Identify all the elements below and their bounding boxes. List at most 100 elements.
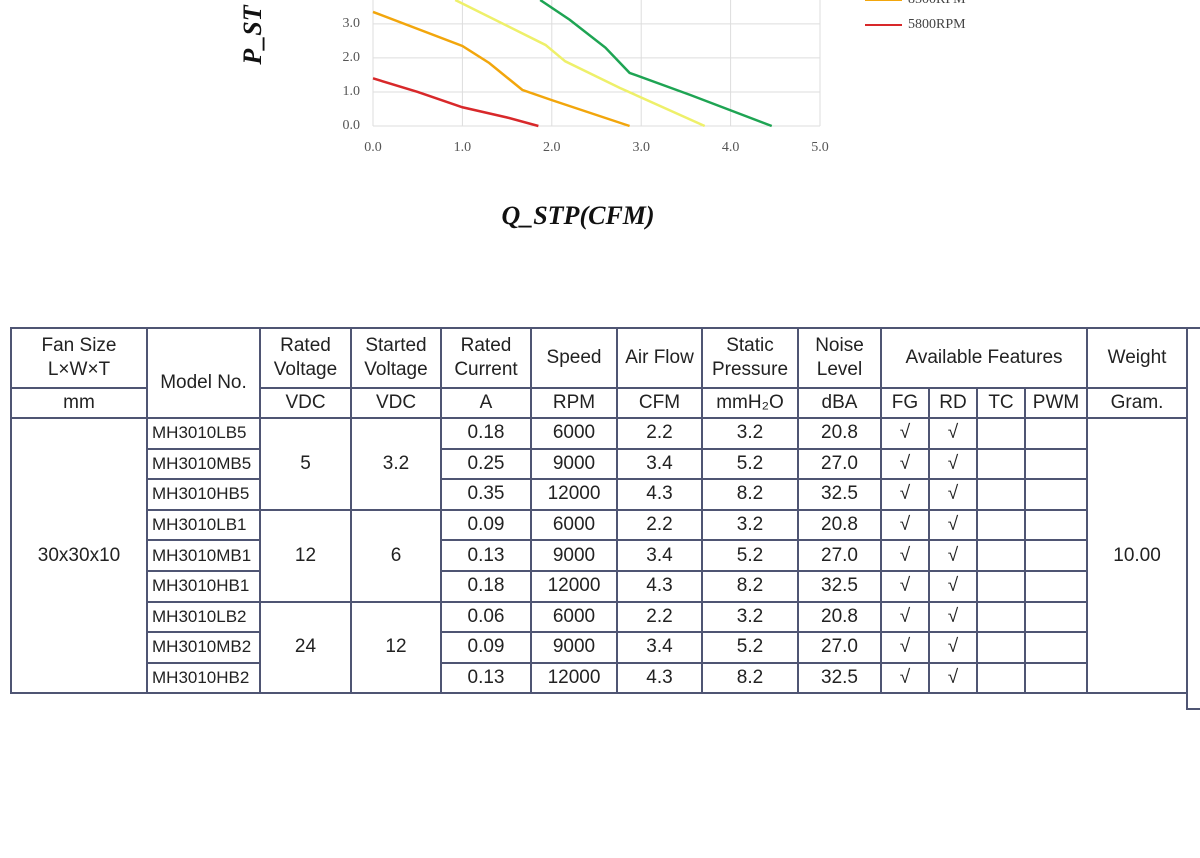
table-cell: √ — [880, 478, 930, 511]
cut-column — [1186, 327, 1200, 710]
legend-label: 8500RPM — [908, 0, 966, 7]
x-tick-label: 5.0 — [811, 140, 829, 155]
table-cell: 0.09 — [440, 508, 532, 542]
unit-cell: RPM — [530, 387, 618, 419]
table-cell — [976, 539, 1026, 572]
table-cell: 0.18 — [440, 417, 532, 450]
table-row: 30x30x10 MH3010LB5 5 3.2 0.18 6000 2.2 3.2 20.8 √… — [10, 416, 1189, 695]
table-cell — [1023, 600, 1089, 634]
table-cell: √ — [928, 508, 978, 542]
header-cell: Speed — [530, 327, 618, 389]
table-cell: 6 — [350, 508, 442, 603]
table-cell: √ — [928, 661, 978, 695]
table-cell: 0.09 — [440, 631, 532, 664]
table-cell: 30x30x10 — [10, 416, 148, 695]
table-cell — [1023, 539, 1089, 572]
x-axis-label: Q_STP(CFM) — [501, 201, 654, 230]
table-cell: MH3010LB1 — [146, 508, 261, 542]
table-row: Fan Size L×W×T Model No. Rated Voltage Star… — [10, 327, 1189, 419]
table-cell: 27.0 — [797, 447, 882, 481]
table-cell: 6000 — [530, 600, 618, 634]
table-cell: √ — [928, 569, 978, 603]
table-cell: 12 — [350, 600, 442, 695]
table-cell: 5.2 — [701, 631, 799, 664]
table-cell — [976, 661, 1026, 695]
table-cell: MH3010LB5 — [146, 417, 261, 450]
table-cell: MH3010LB2 — [146, 600, 261, 634]
table-cell: √ — [928, 478, 978, 511]
header-cell: Noise Level — [797, 327, 882, 389]
table-cell: MH3010MB1 — [146, 539, 261, 572]
table-cell: MH3010MB2 — [146, 631, 261, 664]
header-cell: Static Pressure — [701, 327, 799, 389]
table-cell: 32.5 — [797, 661, 882, 695]
table-cell: 20.8 — [797, 600, 882, 634]
table-cell: 27.0 — [797, 631, 882, 664]
table-cell: 9000 — [530, 447, 618, 481]
table-cell: 32.5 — [797, 569, 882, 603]
table-cell: 2.2 — [616, 508, 703, 542]
spec-table: Fan Size L×W×T Model No. Rated Voltage Star… — [10, 327, 1189, 695]
series-line — [372, 10, 630, 128]
table-cell: 12000 — [530, 478, 618, 511]
table-cell — [976, 417, 1026, 450]
unit-cell: mm — [10, 387, 148, 419]
table-cell: 3.2 — [350, 417, 442, 511]
table-row: MH3010MB5 0.25 9000 3.4 5.2 27.0 √ √ — [11, 447, 1187, 481]
table-cell — [976, 478, 1026, 511]
x-tick-label: 0.0 — [364, 140, 382, 155]
x-tick-label: 1.0 — [454, 140, 472, 155]
table-cell — [1023, 569, 1089, 603]
unit-cell: VDC — [259, 387, 352, 419]
table-cell: √ — [928, 631, 978, 664]
table-cell: 2.2 — [616, 600, 703, 634]
table-cell: √ — [880, 631, 930, 664]
table-cell: 3.2 — [701, 600, 799, 634]
x-tick-label: 4.0 — [722, 140, 740, 155]
table-cell: √ — [880, 417, 930, 450]
series-line — [539, 0, 773, 128]
table-cell: √ — [928, 600, 978, 634]
table-cell: 4.3 — [616, 478, 703, 511]
header-cell: Rated Voltage — [259, 327, 352, 389]
table-cell: 8.2 — [701, 478, 799, 511]
table-cell: 5.2 — [701, 447, 799, 481]
table-row: MH3010HB1 0.18 12000 4.3 8.2 32.5 √ √ — [11, 569, 1187, 603]
table-cell: √ — [880, 447, 930, 481]
table-cell — [1023, 508, 1089, 542]
chart: P_ST Q_STP(CFM) 0.0 1.0 2.0 3.0 0.0 1.0 2.0 3.0… — [238, 0, 966, 230]
table-cell: 27.0 — [797, 539, 882, 572]
header-cell: Air Flow — [616, 327, 703, 389]
table-cell: 9000 — [530, 631, 618, 664]
table-cell: MH3010HB5 — [146, 478, 261, 511]
header-cell: Fan Size L×W×T — [10, 327, 148, 389]
unit-cell: CFM — [616, 387, 703, 419]
table-cell: 24 — [259, 600, 352, 695]
table-cell: √ — [880, 569, 930, 603]
table-cell — [976, 508, 1026, 542]
unit-cell: mmH₂O — [701, 387, 799, 419]
table-row: MH3010MB2 0.09 9000 3.4 5.2 27.0 √ √ — [11, 631, 1187, 664]
table-cell: 0.06 — [440, 600, 532, 634]
legend-label: 5800RPM — [908, 17, 966, 32]
table-cell: 8.2 — [701, 569, 799, 603]
table-cell — [1023, 478, 1089, 511]
table-row: MH3010HB5 0.35 12000 4.3 8.2 32.5 √ √ — [11, 478, 1187, 511]
table-cell: 3.2 — [701, 508, 799, 542]
series-line — [372, 77, 539, 128]
table-cell: MH3010MB5 — [146, 447, 261, 481]
table-cell: 0.18 — [440, 569, 532, 603]
table-cell: 12000 — [530, 661, 618, 695]
table-cell — [976, 569, 1026, 603]
table-cell: 0.13 — [440, 661, 532, 695]
table-cell: 0.13 — [440, 539, 532, 572]
table-cell — [976, 631, 1026, 664]
table-cell: 3.4 — [616, 631, 703, 664]
header-cell: Weight — [1086, 327, 1189, 389]
table-row: MH3010LB2 24 12 0.06 6000 2.2 3.2 20.8 √ √ — [11, 600, 1187, 695]
unit-cell: TC — [976, 387, 1026, 419]
table-cell: 20.8 — [797, 417, 882, 450]
unit-cell: PWM — [1023, 387, 1089, 419]
table-cell: √ — [880, 508, 930, 542]
